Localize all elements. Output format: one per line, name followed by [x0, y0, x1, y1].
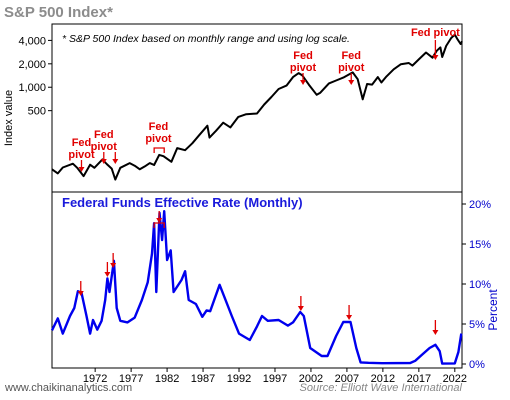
fedfunds-pivot-bracket-arrow	[156, 218, 163, 223]
fed-pivot-label: Fed pivot	[411, 27, 460, 39]
fedfunds-y-tick-label: 5%	[469, 319, 485, 331]
fed-pivot-label-line2: pivot	[290, 62, 317, 74]
x-tick-label: 2012	[371, 373, 395, 385]
x-tick-label: 1982	[155, 373, 179, 385]
x-tick-label: 2007	[335, 373, 359, 385]
fed-pivot-arrow-head	[300, 80, 307, 85]
x-tick-label: 1972	[83, 373, 107, 385]
sp500-annotations: FedpivotFedpivotFedpivotFedpivotFedpivot…	[68, 27, 460, 172]
sp500-y-tick-label: 4,000	[18, 35, 46, 47]
x-tick-label: 1992	[227, 373, 251, 385]
source-credit: Source: Elliott Wave International	[300, 382, 463, 394]
footnote-text: * S&P 500 Index based on monthly range a…	[62, 33, 350, 45]
x-tick-label: 2017	[407, 373, 431, 385]
fed-pivot-arrow-head	[348, 80, 355, 85]
fed-pivot-label-line2: pivot	[91, 141, 118, 153]
fedfunds-pivot-arrow-head	[432, 330, 439, 335]
sp500-series	[51, 33, 463, 181]
fed-pivot-label-line2: pivot	[145, 133, 172, 145]
sp500-line	[51, 33, 463, 181]
x-tick-label: 2022	[443, 373, 467, 385]
sp500-y-tick-label: 1,000	[18, 82, 46, 94]
chart-title: S&P 500 Index*	[4, 4, 113, 21]
fed-pivot-annotation: Fed pivot	[411, 27, 460, 60]
website-credit: www.chaikinanalytics.com	[4, 382, 132, 394]
fed-pivot-label-line1: Fed	[341, 50, 361, 62]
sp500-panel-frame	[51, 23, 463, 193]
fedfunds-series	[50, 209, 463, 365]
x-tick-label: 1977	[119, 373, 143, 385]
fed-pivot-label-line2: pivot	[68, 149, 95, 161]
fed-pivot-arrow-head	[100, 159, 107, 164]
fedfunds-pivot-arrow-head	[110, 263, 117, 268]
fedfunds-pivot-arrow-head	[104, 272, 111, 277]
fed-pivot-arrow-second-head	[112, 159, 119, 164]
fedfunds-pivot-arrow-head	[297, 306, 304, 311]
fedfunds-line	[50, 209, 463, 365]
fedfunds-y-tick-label: 15%	[469, 239, 491, 251]
fed-pivot-label-line1: Fed	[94, 129, 114, 141]
x-tick-label: 2002	[299, 373, 323, 385]
fedfunds-pivot-arrow-head	[77, 291, 84, 296]
fed-pivot-label-line1: Fed	[72, 137, 92, 149]
fedfunds-y-tick-label: 20%	[469, 199, 491, 211]
sp500-y-ticks: 4,000 2,000 1,000 500	[18, 35, 52, 118]
fed-pivot-arrow-head	[78, 167, 85, 172]
sp500-y-axis-label: Index value	[3, 90, 15, 146]
fed-pivot-label-line1: Fed	[293, 50, 313, 62]
fed-pivot-arrow-head	[432, 55, 439, 60]
sp500-y-tick-label: 2,000	[18, 59, 46, 71]
x-tick-label: 1997	[263, 373, 287, 385]
fedfunds-y-tick-label: 0%	[469, 359, 485, 371]
x-axis-ticks: 1972 1977 1982 1987 1992 1997 2002 2007 2012 2017…	[83, 368, 467, 385]
fedfunds-title: Federal Funds Effective Rate (Monthly)	[62, 195, 303, 210]
fedfunds-arrows	[77, 211, 439, 335]
fed-pivot-bracket	[153, 147, 165, 153]
fedfunds-y-axis-label: Percent	[486, 289, 500, 331]
fedfunds-panel-frame	[51, 191, 463, 369]
sp500-y-tick-label: 500	[28, 106, 46, 118]
fedfunds-pivot-arrow-head	[346, 315, 353, 320]
fed-pivot-label-line1: Fed	[149, 121, 169, 133]
fed-pivot-label-line2: pivot	[338, 62, 365, 74]
x-tick-label: 1987	[191, 373, 215, 385]
fedfunds-y-tick-label: 10%	[469, 279, 491, 291]
fedfunds-y-ticks: 20% 15% 10% 5% 0%	[462, 199, 491, 371]
